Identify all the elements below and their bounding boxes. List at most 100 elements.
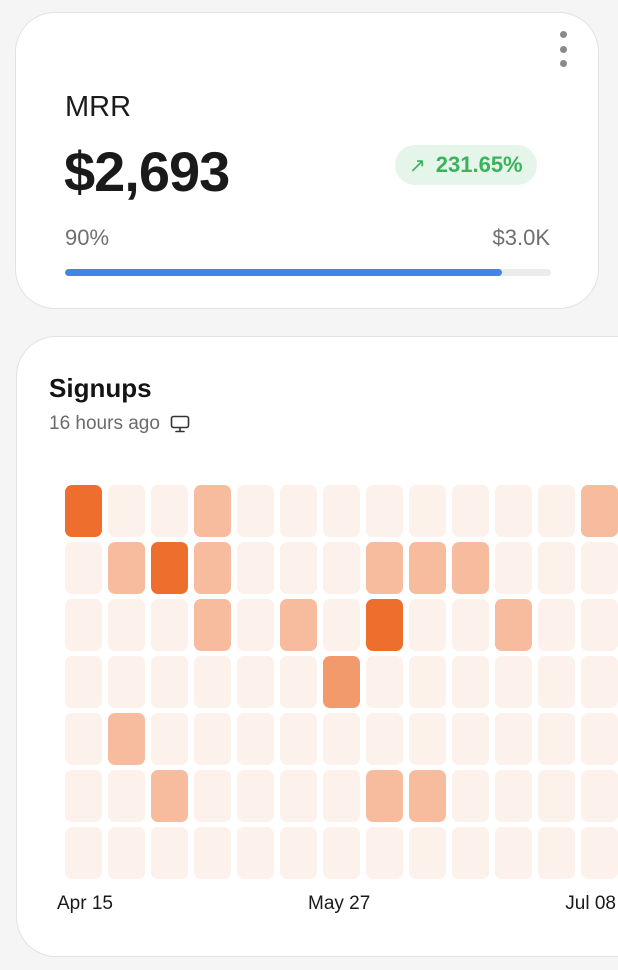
heatmap-cell[interactable]	[452, 713, 489, 765]
heatmap-cell[interactable]	[452, 485, 489, 537]
heatmap-cell[interactable]	[65, 713, 102, 765]
heatmap-cell[interactable]	[366, 713, 403, 765]
heatmap-cell[interactable]	[409, 656, 446, 708]
heatmap-cell[interactable]	[452, 827, 489, 879]
heatmap-cell[interactable]	[323, 656, 360, 708]
heatmap-cell[interactable]	[452, 656, 489, 708]
heatmap-cell[interactable]	[151, 713, 188, 765]
heatmap-cell[interactable]	[409, 485, 446, 537]
heatmap-cell[interactable]	[65, 599, 102, 651]
heatmap-cell[interactable]	[151, 542, 188, 594]
heatmap-cell[interactable]	[108, 542, 145, 594]
heatmap-cell[interactable]	[581, 770, 618, 822]
heatmap-cell[interactable]	[581, 599, 618, 651]
heatmap-cell[interactable]	[538, 656, 575, 708]
x-tick-label: Jul 08	[565, 893, 616, 914]
heatmap-cell[interactable]	[194, 485, 231, 537]
heatmap-cell[interactable]	[151, 485, 188, 537]
heatmap-cell[interactable]	[495, 542, 532, 594]
heatmap-cell[interactable]	[581, 713, 618, 765]
heatmap-cell[interactable]	[280, 827, 317, 879]
heatmap-cell[interactable]	[323, 770, 360, 822]
heatmap-cell[interactable]	[581, 656, 618, 708]
heatmap-cell[interactable]	[280, 599, 317, 651]
heatmap-cell[interactable]	[237, 542, 274, 594]
heatmap-cell[interactable]	[409, 542, 446, 594]
heatmap-cell[interactable]	[581, 485, 618, 537]
heatmap-cell[interactable]	[452, 542, 489, 594]
heatmap-cell[interactable]	[108, 656, 145, 708]
heatmap-cell[interactable]	[237, 599, 274, 651]
heatmap-cell[interactable]	[538, 713, 575, 765]
heatmap-cell[interactable]	[280, 542, 317, 594]
heatmap-cell[interactable]	[323, 599, 360, 651]
heatmap-cell[interactable]	[194, 713, 231, 765]
heatmap-cell[interactable]	[65, 542, 102, 594]
heatmap-cell[interactable]	[151, 770, 188, 822]
heatmap-cell[interactable]	[65, 485, 102, 537]
heatmap-cell[interactable]	[280, 713, 317, 765]
heatmap-cell[interactable]	[538, 542, 575, 594]
card-subtitle: 16 hours ago	[49, 413, 190, 435]
heatmap-cell[interactable]	[538, 770, 575, 822]
heatmap-cell[interactable]	[194, 542, 231, 594]
heatmap-cell[interactable]	[323, 827, 360, 879]
heatmap-cell[interactable]	[108, 485, 145, 537]
heatmap-cell[interactable]	[409, 827, 446, 879]
signups-card: Signups 16 hours ago Apr 15 May 27 Jul 0…	[16, 336, 618, 957]
heatmap-cell[interactable]	[108, 770, 145, 822]
heatmap-cell[interactable]	[237, 656, 274, 708]
heatmap-cell[interactable]	[366, 656, 403, 708]
heatmap-cell[interactable]	[538, 599, 575, 651]
heatmap-cell[interactable]	[495, 599, 532, 651]
progress-bar	[65, 269, 551, 276]
metric-label: MRR	[65, 91, 132, 123]
heatmap-cell[interactable]	[323, 542, 360, 594]
heatmap-cell[interactable]	[237, 713, 274, 765]
heatmap-cell[interactable]	[194, 827, 231, 879]
heatmap-cell[interactable]	[323, 713, 360, 765]
heatmap-cell[interactable]	[194, 656, 231, 708]
updated-time: 16 hours ago	[49, 413, 160, 434]
heatmap-cell[interactable]	[237, 770, 274, 822]
heatmap-cell[interactable]	[538, 485, 575, 537]
heatmap-cell[interactable]	[366, 542, 403, 594]
heatmap-cell[interactable]	[65, 656, 102, 708]
heatmap-cell[interactable]	[280, 656, 317, 708]
heatmap-cell[interactable]	[409, 713, 446, 765]
heatmap-cell[interactable]	[151, 656, 188, 708]
heatmap-cell[interactable]	[495, 656, 532, 708]
heatmap-cell[interactable]	[538, 827, 575, 879]
heatmap-cell[interactable]	[151, 827, 188, 879]
heatmap-cell[interactable]	[366, 770, 403, 822]
heatmap-cell[interactable]	[366, 599, 403, 651]
heatmap-cell[interactable]	[581, 542, 618, 594]
heatmap-cell[interactable]	[409, 770, 446, 822]
heatmap-cell[interactable]	[237, 827, 274, 879]
heatmap-cell[interactable]	[452, 770, 489, 822]
heatmap-cell[interactable]	[495, 827, 532, 879]
heatmap-cell[interactable]	[495, 713, 532, 765]
heatmap-cell[interactable]	[409, 599, 446, 651]
heatmap-cell[interactable]	[495, 485, 532, 537]
heatmap-cell[interactable]	[366, 827, 403, 879]
heatmap-cell[interactable]	[194, 599, 231, 651]
heatmap-cell[interactable]	[108, 599, 145, 651]
heatmap-cell[interactable]	[194, 770, 231, 822]
change-value: 231.65%	[435, 152, 523, 177]
heatmap-cell[interactable]	[581, 827, 618, 879]
more-options-icon[interactable]	[553, 31, 573, 67]
heatmap-cell[interactable]	[65, 827, 102, 879]
progress-fill	[65, 269, 503, 276]
heatmap-cell[interactable]	[151, 599, 188, 651]
heatmap-cell[interactable]	[452, 599, 489, 651]
heatmap-cell[interactable]	[366, 485, 403, 537]
heatmap-cell[interactable]	[323, 485, 360, 537]
heatmap-cell[interactable]	[108, 713, 145, 765]
heatmap-cell[interactable]	[495, 770, 532, 822]
heatmap-cell[interactable]	[280, 770, 317, 822]
heatmap-cell[interactable]	[237, 485, 274, 537]
heatmap-cell[interactable]	[280, 485, 317, 537]
heatmap-cell[interactable]	[65, 770, 102, 822]
heatmap-cell[interactable]	[108, 827, 145, 879]
